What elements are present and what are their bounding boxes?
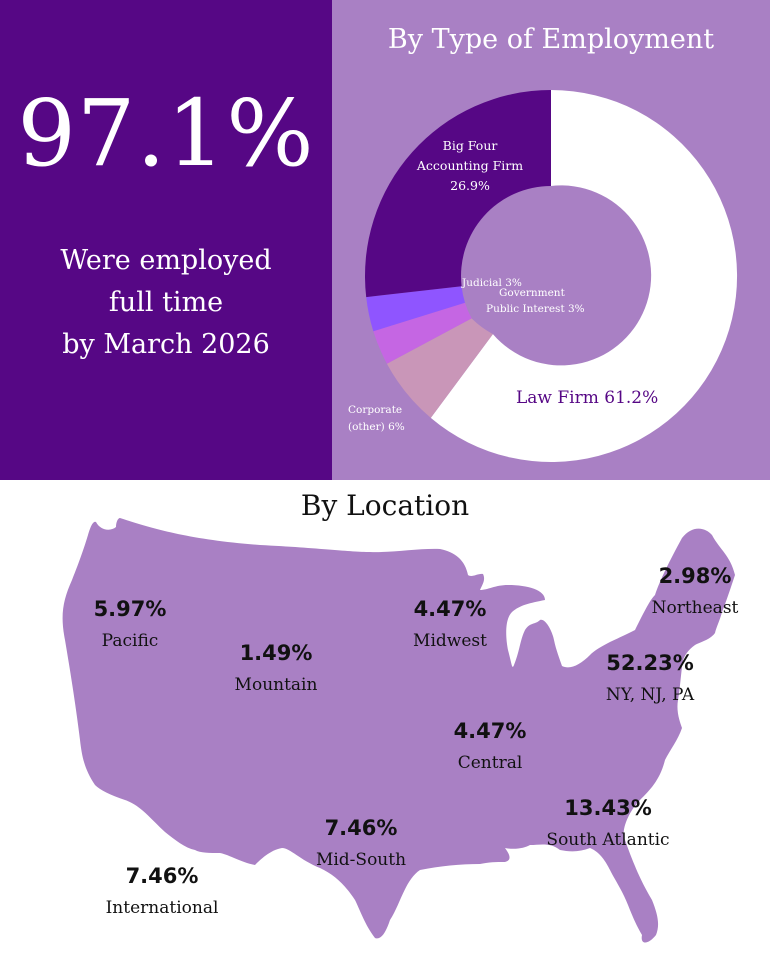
region-pacific-name: Pacific <box>101 631 159 651</box>
employment-type-title: By Type of Employment <box>387 24 715 55</box>
donut-slice-government-public-interest <box>373 302 472 364</box>
caption-line-1: Were employed <box>60 245 272 276</box>
region-northeast: 2.98% Northeast <box>630 563 760 621</box>
employment-type-donut-chart <box>364 89 738 462</box>
region-northeast-name: Northeast <box>651 598 739 618</box>
region-ny-nj-pa-pct: 52.23% <box>606 651 694 675</box>
region-international-pct: 7.46% <box>125 864 199 888</box>
donut-slice-judicial <box>366 286 465 332</box>
region-midwest: 4.47% Midwest <box>390 596 510 654</box>
label-law-firm: Law Firm 61.2% <box>516 388 659 408</box>
label-corporate-line1: Corporate <box>348 404 403 416</box>
region-south-atlantic: 13.43% South Atlantic <box>528 795 688 853</box>
region-midwest-pct: 4.47% <box>413 597 487 621</box>
label-government: Government <box>499 287 565 299</box>
us-map-icon <box>62 518 736 943</box>
donut-slice-big-four <box>364 90 551 298</box>
caption-line-2: full time <box>108 287 224 318</box>
location-title: By Location <box>300 489 470 522</box>
region-pacific: 5.97% Pacific <box>80 596 180 654</box>
region-south-atlantic-pct: 13.43% <box>564 796 652 820</box>
employment-rate-caption: Were employed full time by March 2026 <box>0 240 332 366</box>
region-mountain: 1.49% Mountain <box>216 640 336 698</box>
label-big-four-line1: Big Four <box>442 138 498 153</box>
region-international-name: International <box>105 898 219 918</box>
region-mountain-pct: 1.49% <box>239 641 313 665</box>
donut-slice-corporate <box>386 318 493 418</box>
section-divider <box>0 480 770 482</box>
label-big-four-line2: Accounting Firm <box>416 158 524 173</box>
label-corporate: Corporate (other) 6% <box>338 402 428 436</box>
employment-rate-stat: 97.1% <box>17 80 315 187</box>
region-mid-south: 7.46% Mid-South <box>296 815 426 873</box>
label-judicial: Judicial 3% <box>462 277 522 289</box>
caption-line-3: by March 2026 <box>62 329 270 360</box>
label-corporate-line2: (other) 6% <box>348 421 405 433</box>
region-central-pct: 4.47% <box>453 719 527 743</box>
region-central-name: Central <box>457 753 523 773</box>
region-mid-south-name: Mid-South <box>315 850 407 870</box>
region-mountain-name: Mountain <box>234 675 318 695</box>
region-south-atlantic-name: South Atlantic <box>546 830 670 850</box>
headline-panel <box>0 0 332 480</box>
label-public-interest: Public Interest 3% <box>486 303 585 315</box>
region-international: 7.46% International <box>92 863 232 921</box>
label-big-four: Big Four Accounting Firm 26.9% <box>400 136 540 196</box>
region-ny-nj-pa: 52.23% NY, NJ, PA <box>585 650 715 708</box>
region-northeast-pct: 2.98% <box>658 564 732 588</box>
region-ny-nj-pa-name: NY, NJ, PA <box>605 685 695 705</box>
region-midwest-name: Midwest <box>413 631 487 651</box>
label-big-four-pct: 26.9% <box>450 178 490 193</box>
donut-slice-law-firm <box>430 89 738 462</box>
region-central: 4.47% Central <box>430 718 550 776</box>
region-pacific-pct: 5.97% <box>93 597 167 621</box>
region-mid-south-pct: 7.46% <box>324 816 398 840</box>
